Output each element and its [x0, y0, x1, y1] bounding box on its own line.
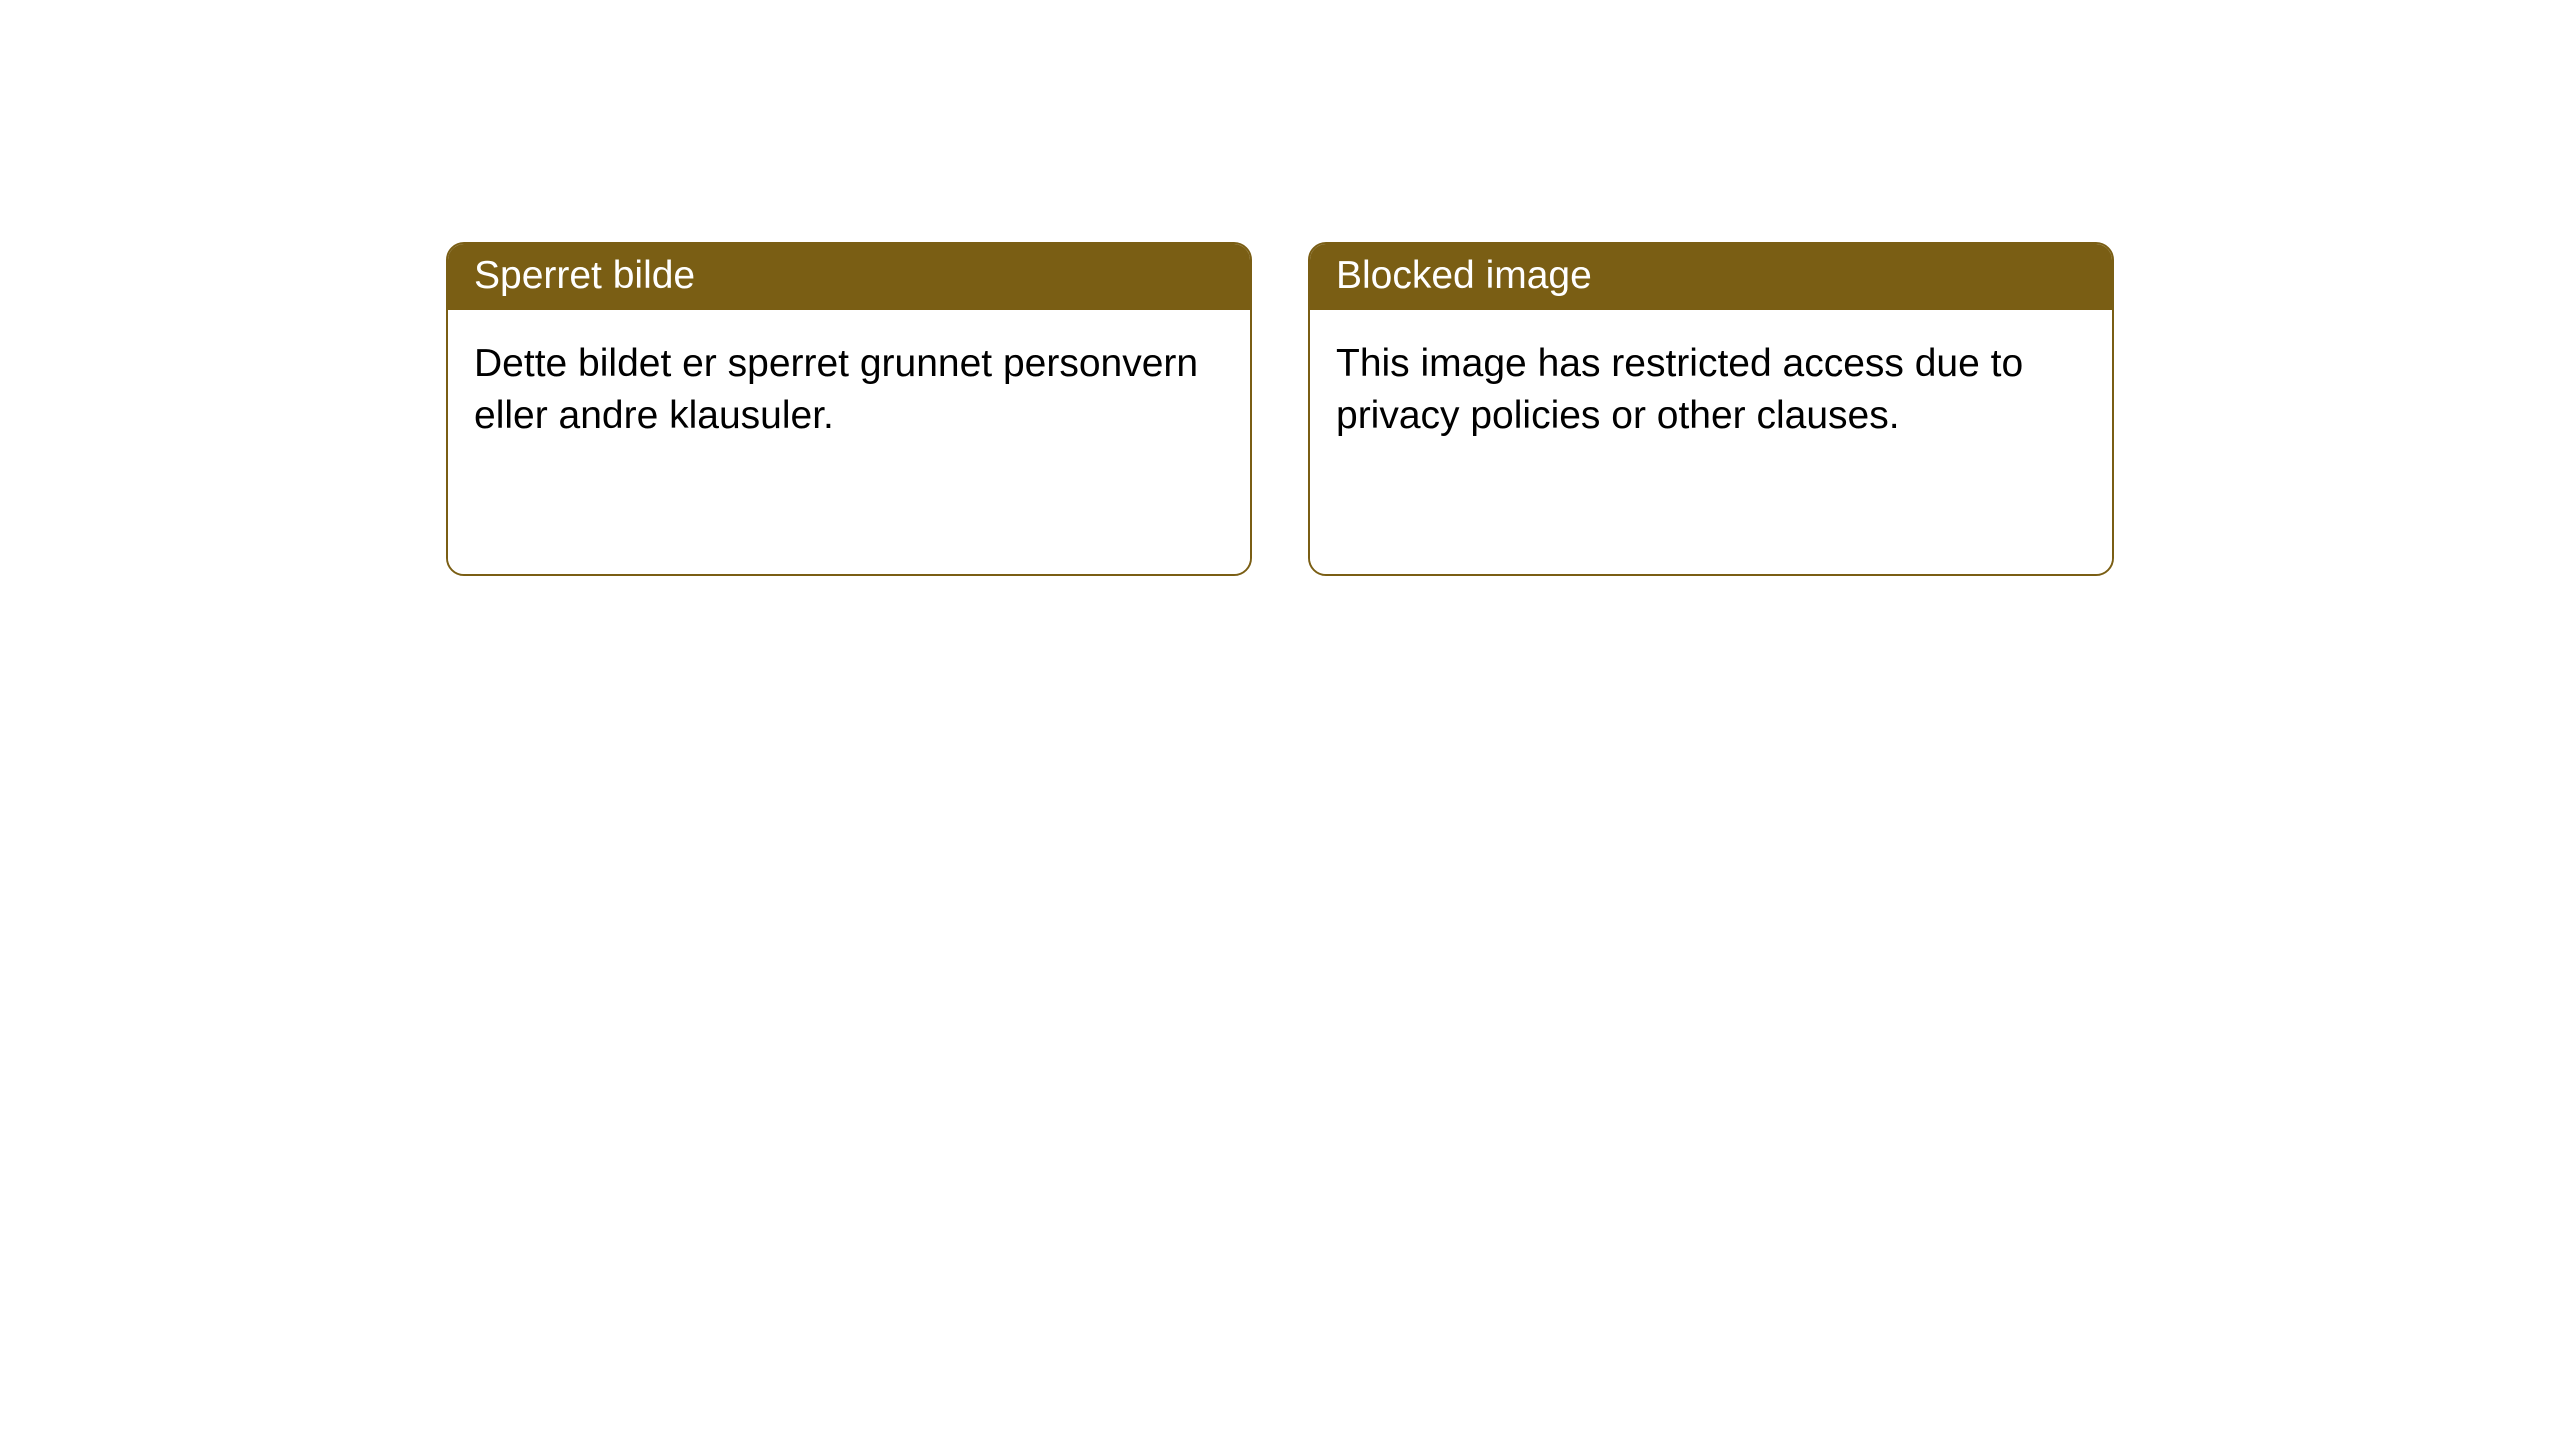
card-header: Blocked image [1310, 244, 2112, 310]
card-body: Dette bildet er sperret grunnet personve… [448, 310, 1250, 574]
notice-container: Sperret bilde Dette bildet er sperret gr… [0, 0, 2560, 576]
card-title: Blocked image [1336, 254, 1592, 297]
notice-card-english: Blocked image This image has restricted … [1308, 242, 2114, 576]
card-header: Sperret bilde [448, 244, 1250, 310]
card-title: Sperret bilde [474, 254, 695, 297]
notice-card-norwegian: Sperret bilde Dette bildet er sperret gr… [446, 242, 1252, 576]
card-body-text: This image has restricted access due to … [1336, 342, 2023, 437]
card-body: This image has restricted access due to … [1310, 310, 2112, 574]
card-body-text: Dette bildet er sperret grunnet personve… [474, 342, 1198, 437]
